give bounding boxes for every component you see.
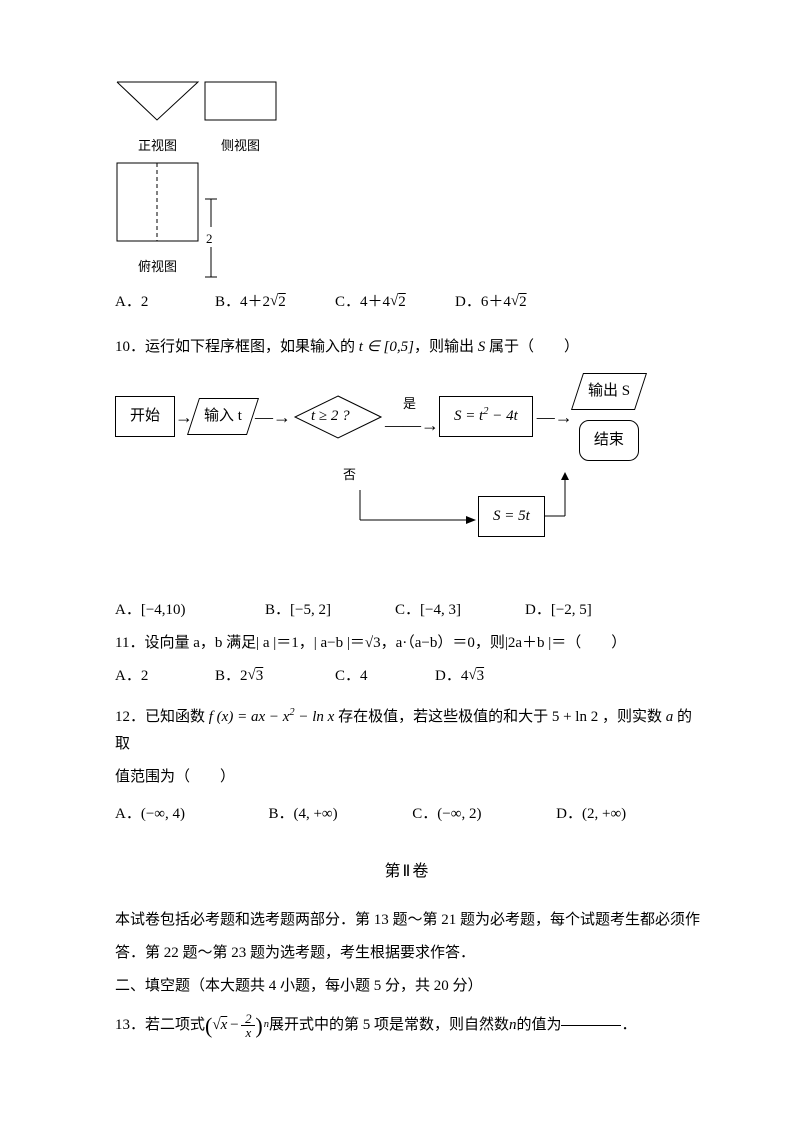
q11-text: 11．设向量 a，b 满足| a |＝1，| a−b |＝√3，a·（a−b）＝…	[115, 630, 700, 657]
side-view-svg	[203, 80, 278, 122]
fc-output: 输出 S	[571, 373, 647, 410]
q11-opt-b: B．2√3	[215, 663, 335, 690]
fc-formula2: S = 5t	[478, 496, 545, 537]
frac-bot: x	[245, 1026, 251, 1039]
q12-opt-b: B．(4, +∞)	[268, 801, 412, 828]
q12-opt-a: A．A．(−∞, 4)(−∞, 4)	[115, 801, 268, 828]
top-view-svg	[115, 161, 200, 243]
q11-options: A．2 B．2√3 C．4 D．4√3	[115, 663, 700, 690]
fc-input: 输入 t	[187, 398, 259, 435]
q12-line2: 值范围为（ ）	[115, 764, 700, 791]
q11-opt-c: C．4	[335, 663, 435, 690]
fill-blank	[561, 1025, 621, 1026]
front-view-label: 正视图	[115, 134, 200, 157]
side-view-label: 侧视图	[203, 134, 278, 157]
q11-opt-a: A．2	[115, 663, 215, 690]
sec2-p2: 答．第 22 题～第 23 题为选考题，考生根据要求作答．	[115, 940, 700, 967]
q9-options: A．2 B．4＋2√2 C．4＋4√2 D．6＋4√2	[115, 289, 700, 316]
q9-opt-d: D．6＋4√2	[455, 289, 575, 316]
fc-end: 结束	[579, 420, 639, 461]
q12-opt-d: D．(2, +∞)	[556, 801, 700, 828]
arrow-icon: —→	[537, 401, 573, 433]
no-arrow-svg	[358, 490, 478, 530]
q10-opt-a: A．[−4,10)	[115, 597, 265, 624]
q10-opt-b: B．[−5, 2]	[265, 597, 395, 624]
flowchart: 开始 → 输入 t —→ t ≥ 2 ? 是 ——→ S = t2 − 4t —…	[115, 373, 700, 537]
q9-opt-c: C．4＋4√2	[335, 289, 455, 316]
q10-options: A．[−4,10) B．[−5, 2] C．[−4, 3] D．[−2, 5]	[115, 597, 700, 624]
arrow-icon: —→	[255, 401, 291, 433]
fc-decision-text: t ≥ 2 ?	[311, 403, 350, 430]
sec2-p1: 本试卷包括必考题和选考题两部分．第 13 题～第 21 题为必考题，每个试题考生…	[115, 907, 700, 934]
q11-opt-d: D．4√3	[435, 663, 555, 690]
q9-opt-a: A．2	[115, 289, 215, 316]
arrow-icon: ——→	[385, 409, 439, 441]
q10-text: 10．运行如下程序框图，如果输入的 t ∈ [0,5]，则输出 S 属于（ ）	[115, 334, 700, 361]
q13-text: 13．若二项式 ( √x − 2 x )n 展开式中的第 5 项是常数，则自然数…	[115, 1006, 700, 1046]
q12-options: A．A．(−∞, 4)(−∞, 4) B．(4, +∞) C．(−∞, 2) D…	[115, 801, 700, 828]
merge-arrow-svg	[545, 470, 585, 530]
three-view-diagram: 正视图 侧视图 俯视图 2	[115, 80, 700, 279]
no-label: 否	[343, 463, 356, 486]
dim-label: 2	[206, 227, 213, 250]
front-view-svg	[115, 80, 200, 122]
q9-opt-b: B．4＋2√2	[215, 289, 335, 316]
q12-opt-c: C．(−∞, 2)	[412, 801, 556, 828]
section-2-title: 第Ⅱ卷	[115, 858, 700, 887]
fc-start: 开始	[115, 396, 175, 437]
sec2-p3: 二、填空题（本大题共 4 小题，每小题 5 分，共 20 分）	[115, 973, 700, 1000]
top-view-label: 俯视图	[115, 255, 200, 278]
q10-opt-d: D．[−2, 5]	[525, 597, 655, 624]
q10-opt-c: C．[−4, 3]	[395, 597, 525, 624]
lparen-icon: (	[205, 1006, 212, 1046]
fc-formula1: S = t2 − 4t	[439, 396, 533, 437]
frac-top: 2	[245, 1012, 252, 1025]
q12-line1: 12．已知函数 f (x) = ax − x2 − ln x 存在极值，若这些极…	[115, 704, 700, 758]
rparen-icon: )	[255, 1006, 262, 1046]
